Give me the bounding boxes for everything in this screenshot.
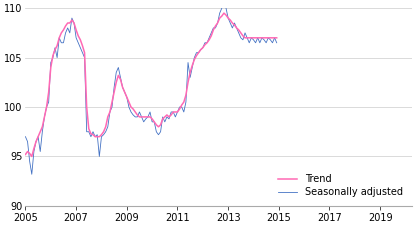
Trend [93, 135, 98, 138]
Seasonally adjusted [270, 41, 275, 44]
Trend [198, 48, 203, 51]
Seasonally adjusted [164, 116, 169, 118]
Seasonally adjusted [274, 41, 279, 44]
Trend [78, 38, 83, 41]
Seasonally adjusted [23, 135, 28, 138]
Trend [164, 114, 169, 116]
Seasonally adjusted [29, 173, 34, 176]
Line: Seasonally adjusted: Seasonally adjusted [25, 3, 277, 174]
Trend [221, 12, 226, 15]
Seasonally adjusted [78, 46, 83, 49]
Legend: Trend, Seasonally adjusted: Trend, Seasonally adjusted [278, 174, 403, 197]
Seasonally adjusted [225, 17, 230, 20]
Seasonally adjusted [93, 135, 98, 138]
Seasonally adjusted [198, 48, 203, 51]
Trend [274, 37, 279, 39]
Trend [23, 153, 28, 156]
Seasonally adjusted [221, 2, 226, 5]
Trend [270, 37, 275, 39]
Trend [29, 155, 34, 158]
Trend [225, 17, 230, 20]
Line: Trend: Trend [25, 13, 277, 156]
